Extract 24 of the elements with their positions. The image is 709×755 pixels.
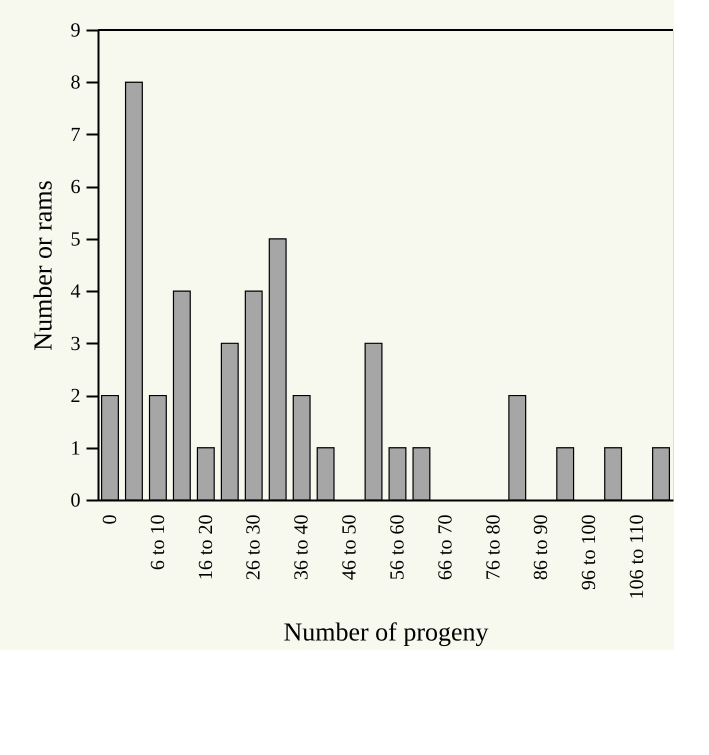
y-tick-label: 2 [70, 385, 80, 408]
y-tick-label: 8 [70, 72, 80, 94]
y-tick-label: 5 [70, 228, 80, 250]
y-tick-label: 6 [70, 176, 80, 198]
x-tick-label: 26 to 30 [242, 514, 265, 580]
y-tick-label: 4 [70, 280, 80, 303]
x-tick-label: 46 to 50 [338, 514, 361, 580]
y-tick-label: 9 [70, 20, 80, 42]
y-tick-label: 1 [70, 437, 80, 460]
x-tick-label: 66 to 70 [434, 514, 456, 580]
x-axis-title: Number of progeny [283, 617, 489, 646]
x-tick-label: 96 to 100 [578, 514, 600, 590]
y-tick-label: 0 [70, 490, 80, 512]
x-tick-label: 0 [98, 514, 121, 524]
x-tick-label: 106 to 110 [626, 514, 648, 600]
x-tick-label: 56 to 60 [386, 514, 408, 580]
y-tick-label: 7 [70, 124, 80, 146]
x-tick-label: 36 to 40 [290, 514, 313, 580]
x-tick-label: 16 to 20 [194, 514, 217, 580]
y-tick-label: 3 [70, 332, 80, 355]
y-axis-title: Number or rams [28, 180, 58, 351]
x-tick-label: 6 to 10 [146, 514, 169, 570]
x-tick-label: 86 to 90 [530, 514, 552, 580]
x-tick-label: 76 to 80 [482, 514, 504, 580]
